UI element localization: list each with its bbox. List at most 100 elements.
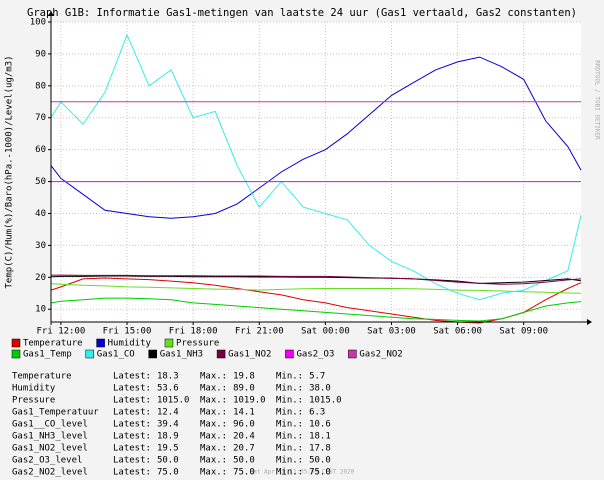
x-tick-label: Fri 18:00 — [169, 327, 218, 337]
stat-label: Latest: — [113, 372, 151, 382]
x-tick-label: Fri 21:00 — [235, 327, 284, 337]
y-tick-label: 20 — [35, 273, 46, 283]
stat-value: 5.7 — [309, 372, 325, 382]
stat-label: Min.: — [276, 444, 303, 454]
stat-value: 75.0 — [233, 468, 255, 478]
stat-value: 14.1 — [233, 408, 255, 418]
stat-name: Gas1_NH3_level — [12, 432, 88, 442]
stat-value: 18.9 — [157, 432, 179, 442]
y-axis-arrow — [48, 11, 54, 16]
legend-label: Gas2_NO2 — [359, 350, 402, 360]
stat-label: Min.: — [276, 396, 303, 406]
y-tick-label: 100 — [30, 18, 46, 28]
legend-swatch — [285, 349, 294, 359]
stat-label: Latest: — [113, 396, 151, 406]
legend-label: Gas1_NH3 — [160, 350, 203, 360]
stat-label: Min.: — [276, 420, 303, 430]
stat-label: Max.: — [200, 420, 227, 430]
stat-value: 50.0 — [233, 456, 255, 466]
stat-label: Max.: — [200, 456, 227, 466]
stat-value: 18.1 — [309, 432, 331, 442]
legend-swatch — [148, 349, 157, 359]
stat-label: Min.: — [276, 432, 303, 442]
legend-label: Gas2_O3 — [296, 350, 334, 360]
watermark: RRDTOOL / TOBI OETIKER — [594, 60, 601, 140]
stat-value: 96.0 — [233, 420, 255, 430]
series-line — [50, 56, 582, 219]
y-tick-label: 30 — [35, 241, 46, 251]
x-tick-label: Fri 15:00 — [103, 327, 152, 337]
stat-label: Latest: — [113, 444, 151, 454]
stat-label: Latest: — [113, 468, 151, 478]
grid — [51, 21, 581, 322]
y-tick-label: 80 — [35, 81, 46, 91]
stat-name: Gas1__CO_level — [12, 420, 88, 430]
x-tick-label: Sat 00:00 — [301, 327, 350, 337]
y-axis-label: Temp(C)/Hum(%)/Baro(hPa.-1000)/Level(ug/… — [5, 56, 15, 289]
y-tick-label: 40 — [35, 209, 46, 219]
x-tick-label: Sat 06:00 — [433, 327, 482, 337]
series-line — [50, 33, 582, 301]
stat-value: 12.4 — [157, 408, 179, 418]
stat-value: 1019.0 — [233, 396, 266, 406]
stat-label: Max.: — [200, 408, 227, 418]
stat-value: 89.0 — [233, 384, 255, 394]
stat-label: Max.: — [200, 444, 227, 454]
legend-swatch — [11, 338, 21, 348]
stat-value: 1015.0 — [157, 396, 190, 406]
x-tick-label: Sat 03:00 — [367, 327, 416, 337]
stat-value: 19.8 — [233, 372, 255, 382]
x-axis-arrow — [587, 319, 592, 325]
stat-label: Max.: — [200, 468, 227, 478]
legend-swatch — [11, 349, 21, 359]
stat-label: Latest: — [113, 432, 151, 442]
legend-swatch — [216, 349, 226, 359]
stat-name: Gas2_O3_level — [12, 456, 82, 466]
chart-title: Graph G1B: Informatie Gas1-metingen van … — [27, 7, 577, 19]
series-line — [51, 274, 582, 285]
legend-swatch — [348, 349, 357, 359]
stat-label: Min.: — [276, 408, 303, 418]
footer: Sat Apr 18 11:35:09 CEST 2020 — [250, 469, 355, 476]
stat-value: 53.6 — [157, 384, 179, 394]
stat-value: 20.7 — [233, 444, 255, 454]
legend-swatch — [164, 338, 174, 348]
stat-value: 50.0 — [157, 456, 179, 466]
stat-value: 6.3 — [309, 408, 325, 418]
stat-label: Min.: — [276, 456, 303, 466]
stat-label: Max.: — [200, 432, 227, 442]
legend-swatch — [85, 349, 95, 359]
series-line — [50, 297, 582, 322]
stat-value: 38.0 — [309, 384, 331, 394]
stat-label: Latest: — [113, 408, 151, 418]
x-tick-label: Sat 09:00 — [499, 327, 548, 337]
x-tick-label: Fri 12:00 — [37, 327, 86, 337]
stat-name: Gas2_NO2_level — [12, 468, 88, 478]
series-line — [50, 283, 582, 294]
y-tick-label: 90 — [35, 49, 46, 59]
stat-label: Latest: — [113, 456, 151, 466]
stat-name: Humidity — [12, 384, 56, 394]
series-lines — [50, 33, 582, 324]
y-tick-label: 10 — [35, 305, 46, 315]
legend-label: Pressure — [176, 339, 219, 349]
stat-value: 20.4 — [233, 432, 255, 442]
stat-value: 39.4 — [157, 420, 179, 430]
stat-name: Gas1_NO2_level — [12, 444, 88, 454]
stat-value: 75.0 — [157, 468, 179, 478]
stat-value: 10.6 — [309, 420, 331, 430]
stat-label: Max.: — [200, 396, 227, 406]
series-line — [50, 275, 582, 284]
stat-label: Min.: — [276, 372, 303, 382]
legend-label: Humidity — [108, 339, 152, 349]
legend-swatch — [96, 338, 105, 348]
stat-label: Max.: — [200, 372, 227, 382]
stat-name: Gas1_Temperatuur — [12, 408, 99, 418]
stat-label: Min.: — [276, 468, 303, 478]
legend-label: Gas1_NO2 — [228, 350, 271, 360]
stat-label: Max.: — [200, 384, 227, 394]
stat-value: 19.5 — [157, 444, 179, 454]
stat-value: 50.0 — [309, 456, 331, 466]
legend-label: Gas1_CO — [97, 350, 135, 360]
